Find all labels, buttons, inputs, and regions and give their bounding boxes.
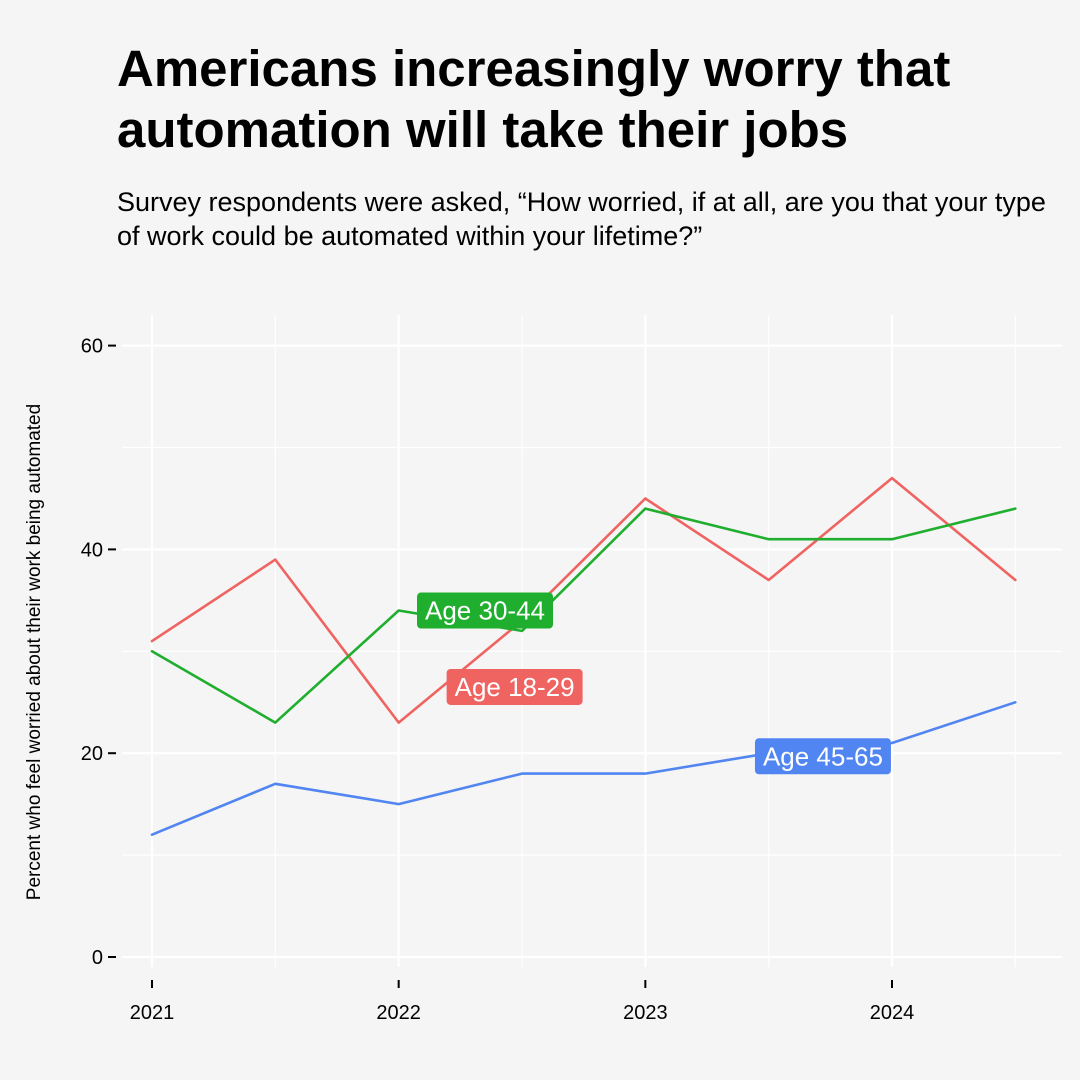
y-tick-label: 0 (92, 947, 103, 969)
series-line (150, 476, 1017, 724)
chart-title: Americans increasingly worry that automa… (117, 40, 951, 158)
series-label-text: Age 45-65 (763, 741, 883, 771)
series-lines (150, 476, 1017, 837)
x-tick-label: 2024 (870, 1002, 915, 1024)
y-tick-label: 20 (81, 743, 103, 765)
series-label-box (754, 738, 891, 775)
series-label-text: Age 30-44 (425, 596, 545, 626)
y-tick-label: 60 (81, 336, 103, 358)
series-label: Age 45-65 (754, 738, 891, 775)
series-line (150, 507, 1017, 724)
x-tick-label: 2021 (130, 1002, 175, 1024)
series-label: Age 18-29 (446, 668, 583, 705)
x-tick-label: 2023 (623, 1002, 668, 1024)
axes: 0 20 40 60 2021 2022 2023 2024 (81, 336, 915, 1024)
y-tick-label: 40 (81, 539, 103, 561)
y-axis-label: Percent who feel worried about their wor… (24, 404, 45, 900)
series-label-text: Age 18-29 (455, 672, 575, 702)
series-label-box (417, 592, 553, 629)
series-labels: Age 18-29 Age 30-44 Age 45-65 (417, 592, 891, 775)
series-label: Age 30-44 (417, 592, 553, 629)
x-tick-label: 2022 (376, 1002, 421, 1024)
chart-subtitle: Survey respondents were asked, “How worr… (117, 187, 1046, 251)
series-label-box (446, 668, 583, 705)
grid-lines (122, 315, 1062, 967)
